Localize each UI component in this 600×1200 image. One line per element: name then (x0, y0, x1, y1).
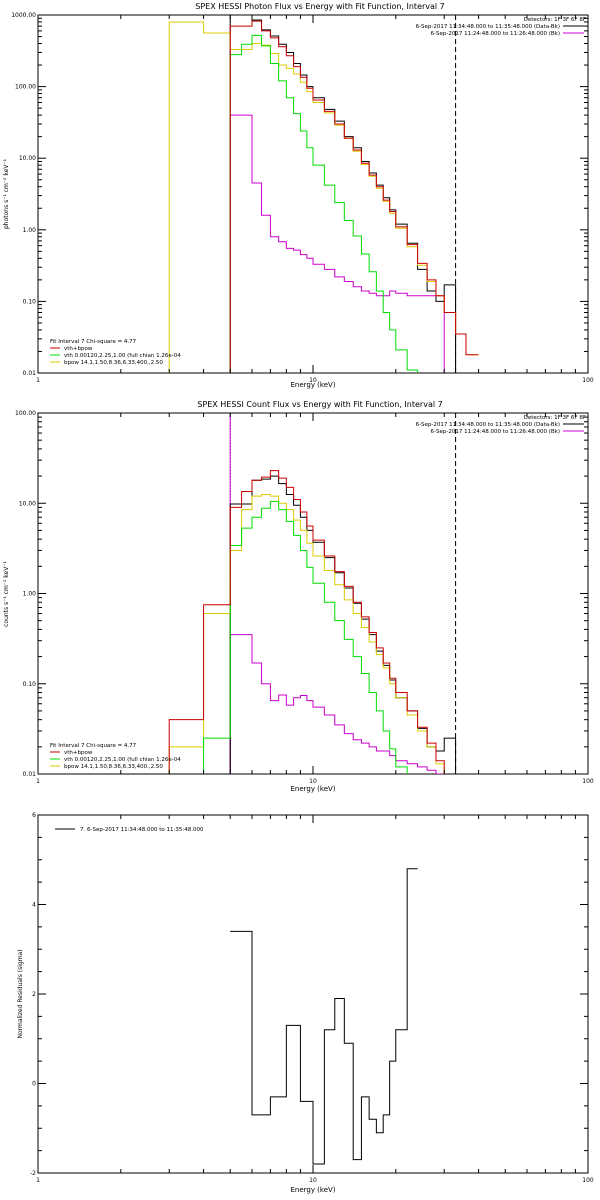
residuals-y-tick-label: 2 (32, 991, 36, 998)
photon-x-tick-label: 100 (582, 377, 594, 384)
photon-y-tick-label: 100.00 (15, 84, 36, 91)
count-series-bpow (168, 494, 445, 774)
photon-legend-bottomleft: Fit Interval 7 Chi-square = 4.77 vth+bpo… (50, 339, 181, 366)
count-x-tick-label: 1 (36, 778, 40, 785)
photon-x-axis-label: Energy (keV) (290, 381, 335, 389)
photon-series-bpow (168, 21, 479, 373)
photon-y-axis-label: photons s⁻¹ cm⁻² keV⁻¹ (3, 158, 10, 229)
residuals-y-tick-label: 0 (32, 1081, 36, 1088)
photon-axes-layer: 1 10 100 0.01 0.10 1.00 10.00 100.00 1000.00 (11, 12, 594, 384)
count-legend-fit-header: Fit Interval 7 Chi-square = 4.77 (50, 743, 137, 749)
photon-y-tick-label: 10.00 (19, 155, 36, 162)
residuals-clip-group (230, 868, 418, 1165)
count-plot-frame (37, 412, 589, 775)
residuals-legend: 7. 6-Sep-2017 11:34:48.000 to 11:35:48.0… (55, 827, 204, 833)
photon-clip-group (168, 15, 479, 373)
residuals-y-axis-label: Normalized Residuals (sigma) (17, 949, 24, 1038)
photon-legend-entry-total: vth+bpow (64, 346, 93, 352)
residuals-y-tick-label: -2 (30, 1170, 36, 1177)
photon-series-vth (229, 34, 419, 373)
count-x-tick-label: 100 (582, 778, 594, 785)
count-legend-detectors: Detectors: 1F 3F 6F 8F (524, 415, 586, 421)
count-series-total (168, 470, 445, 774)
photon-y-tick-label: 0.01 (23, 370, 37, 377)
count-series-vth (203, 500, 408, 774)
residuals-legend-entry: 7. 6-Sep-2017 11:34:48.000 to 11:35:48.0… (80, 827, 204, 833)
photon-series-data (229, 15, 457, 373)
residuals-y-tick-label: 6 (32, 812, 36, 819)
count-legend-entry-bk: 6-Sep-2017 11:24:48.000 to 11:26:48.000 … (431, 429, 561, 435)
photon-flux-panel: SPEX HESSI Photon Flux vs Energy with Fi… (3, 2, 594, 389)
residuals-x-tick-label: 10 (309, 1177, 317, 1184)
photon-y-tick-label: 1000.00 (11, 12, 36, 19)
photon-series-bk (229, 114, 445, 373)
count-legend-entry-vth: vth 0.00120,2.25,1.00 (full chian 1.26e-… (64, 757, 181, 763)
count-legend-bottomleft: Fit Interval 7 Chi-square = 4.77 vth+bpo… (50, 743, 181, 770)
count-y-tick-label: 1.00 (23, 591, 37, 598)
count-series-bk (229, 634, 445, 774)
photon-legend-entry-data: 6-Sep-2017 11:34:48.000 to 11:35:48.000 … (416, 24, 560, 30)
photon-legend-detectors: Detectors: 1F 3F 6F 8F (524, 17, 586, 23)
residuals-series-layer (230, 868, 418, 1165)
count-legend-entry-bpow: bpow 14.1,1.50,8.36,6.33,400.,2.50 (64, 764, 163, 770)
count-y-tick-label: 0.10 (23, 681, 37, 688)
count-y-tick-label: 0.01 (23, 771, 37, 778)
count-y-tick-label: 100.00 (15, 410, 36, 417)
count-flux-panel: SPEX HESSI Count Flux vs Energy with Fit… (3, 400, 594, 793)
residuals-y-tick-label: 4 (32, 902, 36, 909)
count-series-data (229, 475, 457, 774)
photon-legend-entry-vth: vth 0.00120,2.25,1.00 (full chian 1.26e-… (64, 353, 181, 359)
residuals-x-tick-label: 1 (36, 1177, 40, 1184)
photon-plot-frame (37, 14, 589, 374)
count-x-axis-label: Energy (keV) (290, 785, 335, 793)
photon-y-tick-label: 0.10 (23, 298, 37, 305)
count-legend-topright: Detectors: 1F 3F 6F 8F 6-Sep-2017 11:34:… (416, 415, 586, 435)
residuals-x-axis-label: Energy (keV) (290, 1186, 335, 1194)
count-y-axis-label: counts s⁻¹ cm⁻² keV⁻¹ (3, 561, 10, 627)
photon-legend-fit-header: Fit Interval 7 Chi-square = 4.77 (50, 339, 137, 345)
photon-x-tick-label: 10 (309, 377, 317, 384)
photon-y-tick-label: 1.00 (23, 227, 37, 234)
count-chart-title: SPEX HESSI Count Flux vs Energy with Fit… (197, 400, 442, 409)
photon-chart-title: SPEX HESSI Photon Flux vs Energy with Fi… (195, 2, 445, 11)
count-axes-layer: 1 10 100 0.01 0.10 1.00 10.00 100.00 (15, 410, 594, 785)
photon-series-total (229, 20, 479, 373)
count-x-tick-label: 10 (309, 778, 317, 785)
photon-x-tick-label: 1 (36, 377, 40, 384)
residuals-axes-layer: 1 10 100 -2 0 2 4 6 (30, 812, 594, 1184)
residuals-series-data (230, 868, 418, 1165)
count-legend-entry-data: 6-Sep-2017 11:34:48.000 to 11:35:48.000 … (416, 422, 560, 428)
residuals-panel: 1 10 100 -2 0 2 4 6 Energy (keV) Normalized Res… (17, 812, 594, 1194)
photon-legend-topright: Detectors: 1F 3F 6F 8F 6-Sep-2017 11:34:… (416, 17, 586, 37)
count-series-layer (168, 413, 457, 774)
photon-legend-entry-bk: 6-Sep-2017 11:24:48.000 to 11:26:48.000 … (431, 31, 561, 37)
count-y-tick-label: 10.00 (19, 500, 36, 507)
photon-legend-entry-bpow: bpow 14.1,1.50,8.36,6.33,400.,2.50 (64, 360, 163, 366)
residuals-x-tick-label: 100 (582, 1177, 594, 1184)
photon-series-layer (168, 15, 479, 373)
count-clip-group (168, 413, 457, 774)
count-legend-entry-total: vth+bpow (64, 750, 93, 756)
